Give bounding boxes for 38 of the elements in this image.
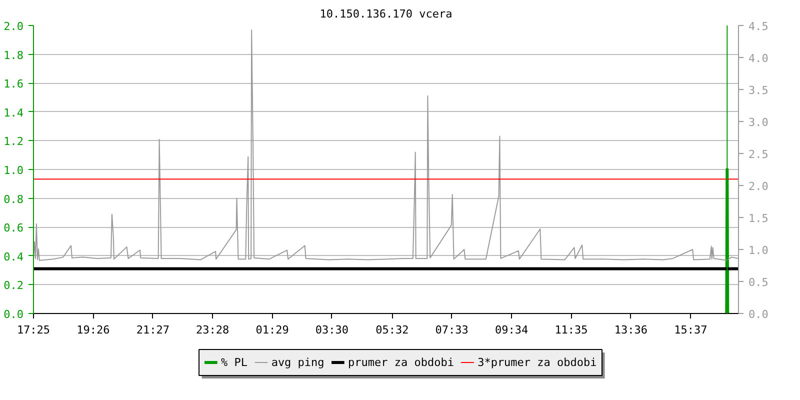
x-tick-label: 07:33 [435,324,468,336]
x-tick-label: 17:25 [16,324,50,336]
y2-tick-label: 3.5 [748,84,768,97]
x-tick-label: 15:37 [674,324,708,336]
y-tick-label: 0.2 [4,279,24,292]
y-tick-label: 0.6 [4,222,24,235]
x-tick-label: 19:26 [76,324,110,336]
legend-label: avg ping [271,356,324,369]
chart-title: 10.150.136.170 vcera [320,8,452,20]
y-tick-label: 2.0 [4,20,24,33]
x-tick-label: 13:36 [614,324,648,336]
x-tick-label: 03:30 [315,324,349,336]
x-tick-label: 09:34 [495,324,528,336]
legend-label: 3*prumer za obdobi [478,356,597,369]
y-tick-label: 1.2 [4,135,24,148]
legend-label: prumer za obdobi [348,356,454,369]
y2-tick-label: 4.5 [748,20,768,33]
x-tick-label: 05:32 [376,324,409,336]
y2-tick-label: 0.0 [748,308,768,321]
y2-tick-label: 1.5 [748,212,768,225]
y2-tick-label: 4.0 [748,52,768,65]
y2-tick-label: 2.5 [748,148,768,161]
x-tick-label: 11:35 [554,324,588,336]
y-tick-label: 0.4 [4,250,24,264]
y-tick-label: 1.0 [4,164,24,177]
y-tick-label: 1.8 [4,48,24,62]
x-tick-label: 21:27 [136,324,170,336]
legend-label: % PL [221,356,248,369]
y-tick-label: 1.6 [4,78,24,91]
x-tick-label: 01:29 [256,324,289,336]
y-tick-label: 0.8 [4,192,24,206]
y2-tick-label: 0.5 [748,276,768,289]
y-tick-label: 0.0 [4,308,24,321]
x-tick-label: 23:28 [196,324,230,336]
y2-tick-label: 3.0 [748,116,768,129]
y2-tick-label: 2.0 [748,180,768,193]
y-tick-label: 1.4 [4,106,24,120]
y2-tick-label: 1.0 [748,244,768,257]
